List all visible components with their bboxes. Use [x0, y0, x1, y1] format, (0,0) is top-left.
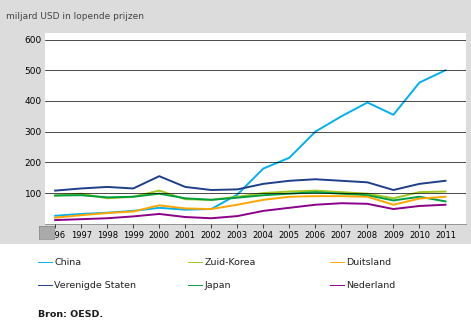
Text: ——: ——: [38, 256, 53, 269]
Text: Zuid-Korea: Zuid-Korea: [205, 258, 256, 267]
Text: Duitsland: Duitsland: [346, 258, 391, 267]
Text: Japan: Japan: [205, 281, 231, 290]
Text: China: China: [54, 258, 81, 267]
Text: ——: ——: [330, 256, 345, 269]
Text: Bron: OESD.: Bron: OESD.: [38, 310, 103, 319]
Text: ——: ——: [38, 279, 53, 292]
Text: Verenigde Staten: Verenigde Staten: [54, 281, 136, 290]
Text: miljard USD in lopende prijzen: miljard USD in lopende prijzen: [6, 12, 144, 21]
Text: ——: ——: [330, 279, 345, 292]
Text: ——: ——: [188, 279, 203, 292]
Text: ——: ——: [188, 256, 203, 269]
Text: Nederland: Nederland: [346, 281, 396, 290]
